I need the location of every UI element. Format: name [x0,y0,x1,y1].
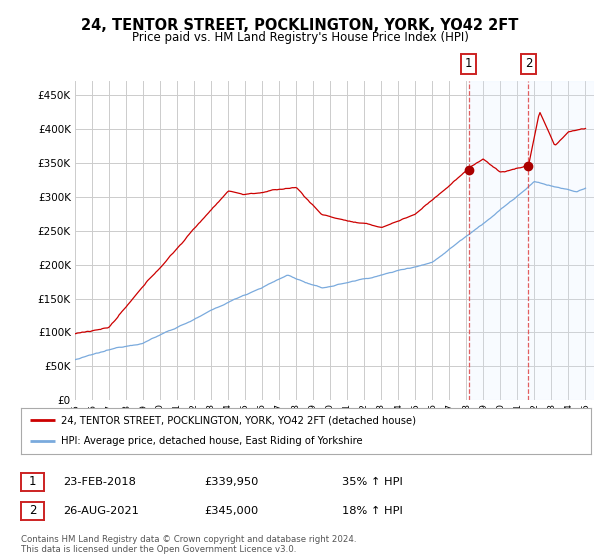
Text: 26-AUG-2021: 26-AUG-2021 [63,506,139,516]
Text: Price paid vs. HM Land Registry's House Price Index (HPI): Price paid vs. HM Land Registry's House … [131,31,469,44]
Text: Contains HM Land Registry data © Crown copyright and database right 2024.
This d: Contains HM Land Registry data © Crown c… [21,535,356,554]
Text: 2: 2 [525,57,532,70]
Text: £339,950: £339,950 [204,477,259,487]
Bar [469,81,594,400]
Text: 1: 1 [29,475,36,488]
Text: 18% ↑ HPI: 18% ↑ HPI [342,506,403,516]
Text: 24, TENTOR STREET, POCKLINGTON, YORK, YO42 2FT (detached house): 24, TENTOR STREET, POCKLINGTON, YORK, YO… [61,415,416,425]
Text: 1: 1 [465,57,472,70]
Text: £345,000: £345,000 [204,506,258,516]
Text: HPI: Average price, detached house, East Riding of Yorkshire: HPI: Average price, detached house, East… [61,436,362,446]
Text: 35% ↑ HPI: 35% ↑ HPI [342,477,403,487]
Text: 23-FEB-2018: 23-FEB-2018 [63,477,136,487]
Text: 2: 2 [29,504,36,517]
Text: 24, TENTOR STREET, POCKLINGTON, YORK, YO42 2FT: 24, TENTOR STREET, POCKLINGTON, YORK, YO… [82,18,518,33]
